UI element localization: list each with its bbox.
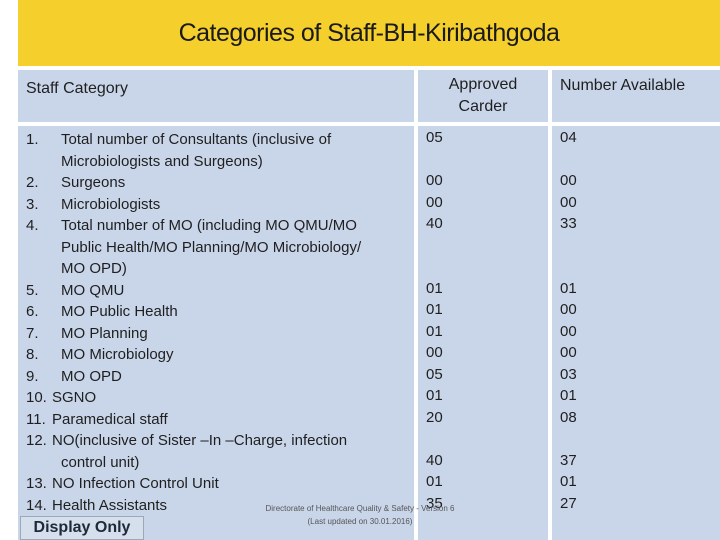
available-value: 01 [560, 279, 577, 297]
header-approved-line2: Carder [458, 98, 508, 115]
footer-line2: (Last updated on 30.01.2016) [307, 517, 413, 526]
row-number: 3. [26, 195, 39, 213]
row-label-line: NO Infection Control Unit [52, 475, 219, 492]
approved-carder-column: 05 00 00 40 01 01 01 00 05 01 20 40 01 35 [418, 126, 548, 540]
staff-row-3: 3. Microbiologists [26, 194, 412, 216]
row-label-line: MO Planning [61, 324, 148, 342]
row-label-line: SGNO [52, 389, 97, 406]
approved-value: 01 [426, 301, 443, 318]
staff-row-5: 5. MO QMU [26, 280, 412, 302]
row-number: 10. [26, 389, 47, 406]
row-label-line: Microbiologists [61, 195, 161, 213]
staff-row-7: 7. MO Planning [26, 323, 412, 345]
available-value: 00 [560, 322, 577, 340]
row-label-line: Total number of Consultants (inclusive o… [61, 131, 332, 148]
row-number: 9. [26, 367, 39, 385]
row-number: 2. [26, 174, 39, 191]
available-value: 00 [560, 301, 577, 318]
staff-row-4: 4. Total number of MO (including MO QMU/M… [26, 215, 412, 280]
approved-value: 01 [426, 322, 443, 340]
available-value: 01 [560, 387, 577, 404]
approved-value: 20 [426, 408, 443, 426]
row-label-line: Paramedical staff [52, 410, 168, 428]
row-number: 11. [26, 410, 46, 428]
staff-row-1: 1. Total number of Consultants (inclusive… [26, 129, 412, 172]
staff-row-2: 2. Surgeons [26, 172, 412, 194]
staff-row-9: 9. MO OPD [26, 366, 412, 388]
row-label-line: MO Public Health [61, 303, 178, 320]
approved-value: 01 [426, 387, 443, 404]
row-label-line: Total number of MO (including MO QMU/MO [61, 217, 357, 234]
approved-value: 00 [426, 344, 443, 361]
approved-value: 00 [426, 193, 443, 211]
available-value: 00 [560, 193, 577, 211]
header-available-label: Number Available [560, 77, 686, 94]
row-label-line: MO OPD [61, 367, 122, 385]
header-approved-carder: Approved Carder [418, 70, 548, 122]
footer-line1: Directorate of Healthcare Quality & Safe… [265, 504, 455, 513]
row-label-line: control unit) [61, 453, 140, 471]
approved-value: 35 [426, 494, 443, 512]
staff-row-8: 8. MO Microbiology [26, 344, 412, 366]
available-value: 08 [560, 408, 577, 426]
footer-note: Directorate of Healthcare Quality & Safe… [240, 502, 480, 528]
row-number: 14. [26, 496, 47, 514]
available-value: 33 [560, 215, 577, 232]
staff-row-6: 6. MO Public Health [26, 301, 412, 323]
row-number: 1. [26, 131, 39, 148]
approved-value: 40 [426, 215, 443, 232]
staff-row-13: 13. NO Infection Control Unit [26, 473, 412, 495]
row-number: 7. [26, 324, 39, 342]
staff-row-12: 12. NO(inclusive of Sister –In –Charge, i… [26, 430, 412, 473]
number-available-column: 04 00 00 33 01 00 00 00 03 01 08 37 01 27 [552, 126, 720, 540]
row-number: 6. [26, 303, 39, 320]
approved-value: 01 [426, 473, 443, 490]
row-label-line: Surgeons [61, 174, 126, 191]
approved-value: 01 [426, 279, 443, 297]
row-label-line: MO QMU [61, 281, 125, 299]
row-label-line: Health Assistants [52, 496, 168, 514]
available-value: 01 [560, 473, 577, 490]
available-value: 03 [560, 365, 577, 383]
page-title: Categories of Staff-BH-Kiribathgoda [178, 18, 560, 47]
header-number-available: Number Available [552, 70, 720, 122]
approved-value: 00 [426, 172, 443, 189]
row-number: 5. [26, 281, 39, 299]
staff-row-10: 10. SGNO [26, 387, 412, 409]
row-number: 4. [26, 217, 39, 234]
available-value: 27 [560, 494, 577, 512]
header-category-label: Staff Category [26, 80, 128, 97]
row-label-line: MO OPD) [61, 260, 127, 277]
header-approved-line1: Approved [448, 76, 518, 93]
row-number: 12. [26, 432, 47, 449]
title-banner: Categories of Staff-BH-Kiribathgoda [18, 0, 720, 66]
available-value: 04 [560, 129, 577, 146]
row-number: 13. [26, 475, 47, 492]
approved-value: 40 [426, 451, 443, 469]
row-label-line: MO Microbiology [61, 346, 174, 363]
available-value: 00 [560, 172, 577, 189]
row-label-line: NO(inclusive of Sister –In –Charge, infe… [52, 432, 348, 449]
available-value: 00 [560, 344, 577, 361]
approved-value: 05 [426, 129, 443, 146]
staff-category-column: 1. Total number of Consultants (inclusive… [18, 126, 414, 540]
available-value: 37 [560, 451, 577, 469]
staff-row-14: 14. Health Assistants [26, 495, 412, 517]
approved-value: 05 [426, 365, 443, 383]
staff-row-11: 11. Paramedical staff [26, 409, 412, 431]
row-label-line: Microbiologists and Surgeons) [61, 152, 263, 170]
display-only-badge: Display Only [20, 516, 144, 540]
row-number: 8. [26, 346, 39, 363]
header-staff-category: Staff Category [18, 70, 414, 122]
row-label-line: Public Health/MO Planning/MO Microbiolog… [61, 238, 362, 256]
